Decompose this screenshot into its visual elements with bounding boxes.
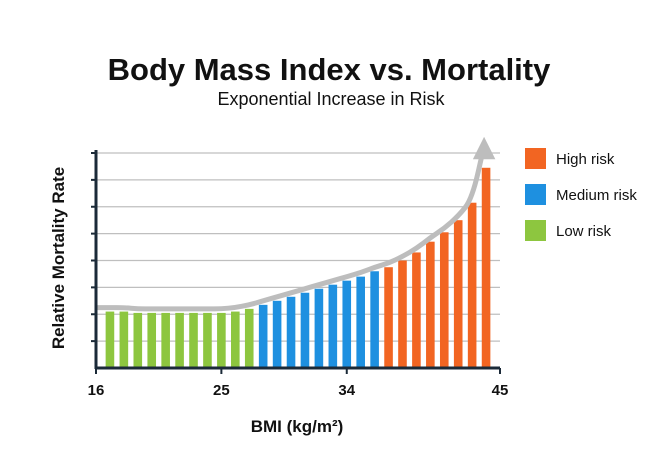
legend-label-low: Low risk <box>556 223 612 240</box>
bar-medium-risk <box>286 296 296 368</box>
y-axis-label: Relative Mortality Rate <box>49 167 68 349</box>
legend-swatch-low <box>525 220 546 241</box>
bar-low-risk <box>119 311 129 368</box>
bar-low-risk <box>147 312 157 368</box>
legend: High risk Medium risk Low risk <box>525 148 637 241</box>
bar-low-risk <box>105 311 115 368</box>
trend-arrow <box>95 136 495 312</box>
bar-high-risk <box>467 202 477 368</box>
x-axis-label: BMI (kg/m²) <box>251 417 344 436</box>
bar-high-risk <box>398 260 407 368</box>
chart-title: Body Mass Index vs. Mortality <box>108 52 551 87</box>
bar-medium-risk <box>356 276 365 368</box>
x-tick-label: 16 <box>88 382 105 399</box>
bar-low-risk <box>175 312 184 368</box>
axes <box>91 150 501 374</box>
bar-low-risk <box>161 312 170 368</box>
bar-low-risk <box>217 312 226 368</box>
bar-high-risk <box>481 167 491 368</box>
bar-medium-risk <box>370 271 379 368</box>
bar-medium-risk <box>272 300 282 368</box>
bar-low-risk <box>189 312 198 368</box>
legend-label-high: High risk <box>556 151 615 168</box>
chart-subtitle: Exponential Increase in Risk <box>217 89 445 109</box>
bar-high-risk <box>453 220 463 368</box>
legend-swatch-medium <box>525 184 546 205</box>
bar-medium-risk <box>342 280 352 368</box>
bar-low-risk <box>133 312 143 368</box>
bar-high-risk <box>384 267 393 368</box>
x-tick-label: 25 <box>213 382 230 399</box>
x-tick-label: 34 <box>338 382 355 399</box>
bar-medium-risk <box>258 304 268 368</box>
bar-medium-risk <box>300 292 310 368</box>
bar-low-risk <box>244 308 254 368</box>
bar-high-risk <box>439 232 449 368</box>
bar-medium-risk <box>328 284 338 368</box>
gridlines <box>96 152 500 342</box>
bar-low-risk <box>231 311 240 368</box>
legend-swatch-high <box>525 148 546 169</box>
bars <box>105 167 491 368</box>
bar-low-risk <box>203 312 212 368</box>
legend-label-medium: Medium risk <box>556 187 637 204</box>
x-tick-label: 45 <box>492 382 509 399</box>
bar-medium-risk <box>314 288 324 368</box>
x-tick-labels: 16 25 34 45 <box>88 382 509 399</box>
bar-high-risk <box>426 241 435 368</box>
bar-high-risk <box>412 252 421 368</box>
